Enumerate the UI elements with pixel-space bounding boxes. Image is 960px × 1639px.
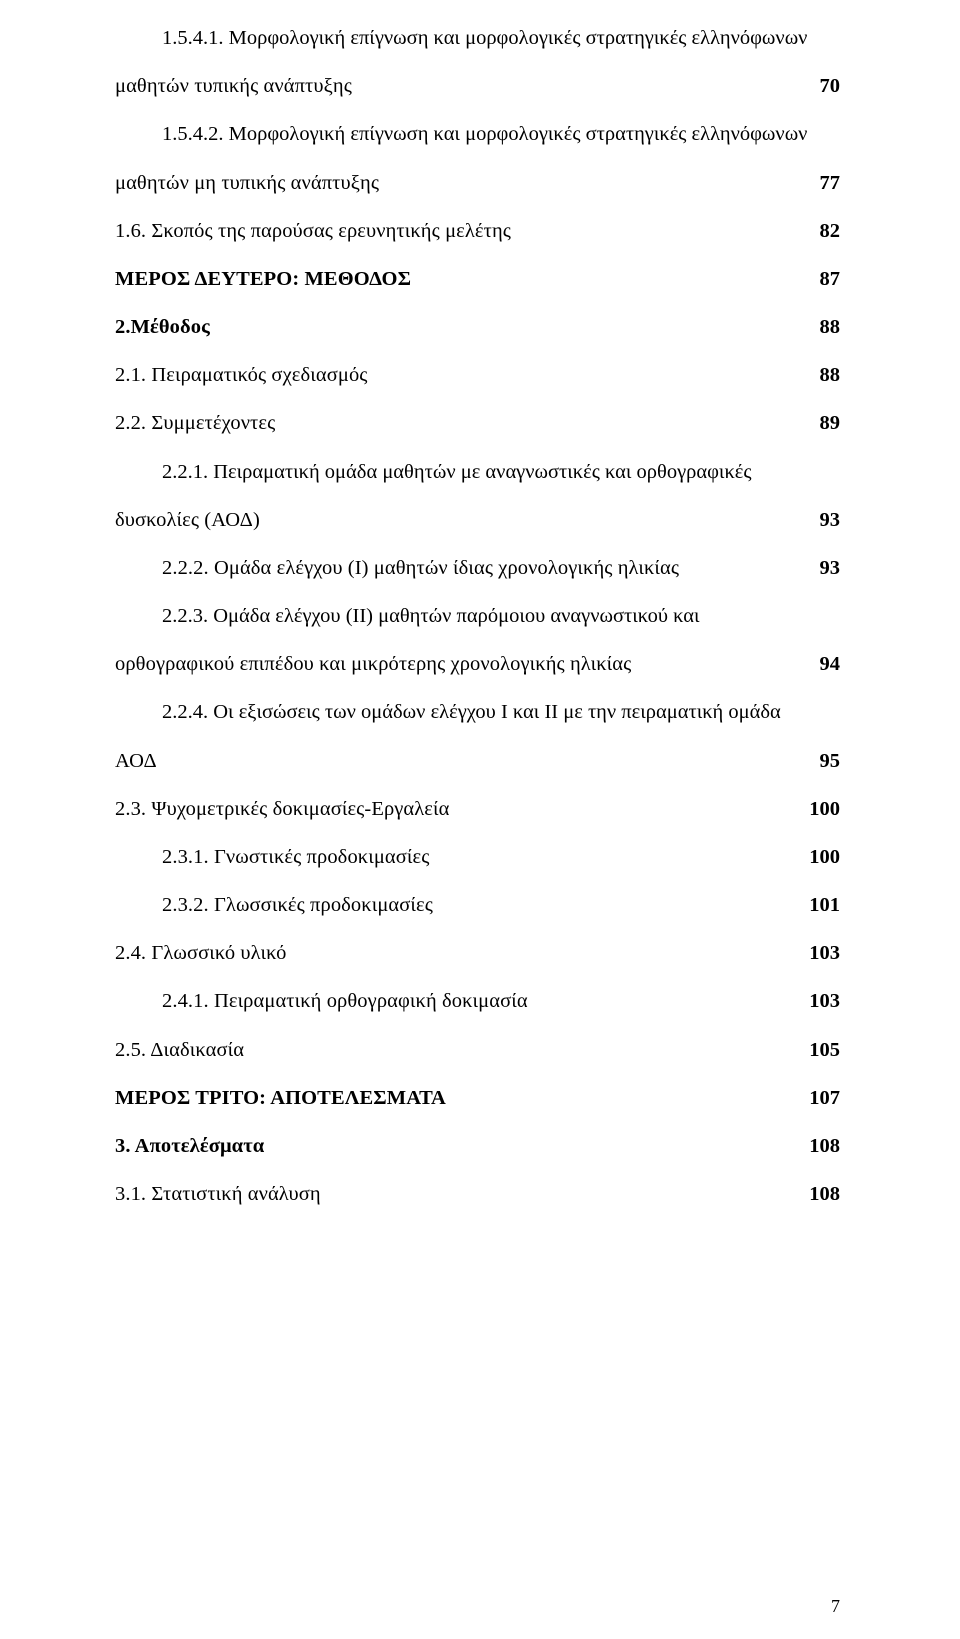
toc-label-line1: 2.2.4. Οι εξισώσεις των ομάδων ελέγχου Ι…: [115, 688, 840, 736]
toc-label: 2.2.2. Ομάδα ελέγχου (Ι) μαθητών ίδιας χ…: [162, 544, 679, 592]
toc-entry: 2.1. Πειραματικός σχεδιασμός 88: [115, 351, 840, 399]
toc-label: 2.3.1. Γνωστικές προδοκιμασίες: [162, 833, 429, 881]
toc-page-number: 88: [800, 303, 840, 351]
toc-section-heading: 2.Μέθοδος: [115, 303, 210, 351]
toc-label: 2.3. Ψυχομετρικές δοκιμασίες-Εργαλεία: [115, 785, 449, 833]
toc-page-number: 105: [800, 1026, 840, 1074]
toc-page-number: 101: [800, 881, 840, 929]
toc-page-number: 70: [800, 62, 840, 110]
toc-label: 2.1. Πειραματικός σχεδιασμός: [115, 351, 368, 399]
toc-label-line1: 2.2.1. Πειραματική ομάδα μαθητών με αναγ…: [115, 448, 840, 496]
toc-page-number: 93: [800, 544, 840, 592]
document-page: 1.5.4.1. Μορφολογική επίγνωση και μορφολ…: [0, 0, 960, 1639]
toc-label-cont: δυσκολίες (ΑΟΔ): [115, 496, 260, 544]
toc-entry: 2.2.4. Οι εξισώσεις των ομάδων ελέγχου Ι…: [115, 688, 840, 784]
toc-label: 2.4.1. Πειραματική ορθογραφική δοκιμασία: [162, 977, 528, 1025]
toc-label: 2.3.2. Γλωσσικές προδοκιμασίες: [162, 881, 433, 929]
toc-section-heading: ΜΕΡΟΣ ΔΕΥΤΕΡΟ: ΜΕΘΟΔΟΣ: [115, 255, 411, 303]
toc-label-line1: 1.5.4.1. Μορφολογική επίγνωση και μορφολ…: [115, 14, 840, 62]
toc-label-cont: ΑΟΔ: [115, 737, 157, 785]
toc-entry: ΜΕΡΟΣ ΔΕΥΤΕΡΟ: ΜΕΘΟΔΟΣ 87: [115, 255, 840, 303]
toc-entry: 2.4.1. Πειραματική ορθογραφική δοκιμασία…: [115, 977, 840, 1025]
toc-entry: 2.3.1. Γνωστικές προδοκιμασίες 100: [115, 833, 840, 881]
toc-page-number: 107: [800, 1074, 840, 1122]
toc-section-heading: ΜΕΡΟΣ ΤΡΙΤΟ: ΑΠΟΤΕΛΕΣΜΑΤΑ: [115, 1074, 446, 1122]
toc-entry: 1.5.4.1. Μορφολογική επίγνωση και μορφολ…: [115, 14, 840, 110]
toc-entry: 1.5.4.2. Μορφολογική επίγνωση και μορφολ…: [115, 110, 840, 206]
toc-label: 2.2. Συμμετέχοντες: [115, 399, 275, 447]
toc-page-number: 108: [800, 1122, 840, 1170]
toc-label: 3.1. Στατιστική ανάλυση: [115, 1170, 321, 1218]
toc-page-number: 100: [800, 833, 840, 881]
toc-entry: 2.2.3. Ομάδα ελέγχου (ΙΙ) μαθητών παρόμο…: [115, 592, 840, 688]
toc-page-number: 89: [800, 399, 840, 447]
toc-page-number: 103: [800, 929, 840, 977]
toc-page-number: 95: [800, 737, 840, 785]
toc-label-line1: 1.5.4.2. Μορφολογική επίγνωση και μορφολ…: [115, 110, 840, 158]
toc-entry: 1.6. Σκοπός της παρούσας ερευνητικής μελ…: [115, 207, 840, 255]
toc-page-number: 82: [800, 207, 840, 255]
toc-section-heading: 3. Αποτελέσματα: [115, 1122, 264, 1170]
toc-label: 1.6. Σκοπός της παρούσας ερευνητικής μελ…: [115, 207, 511, 255]
toc-entry: 2.5. Διαδικασία 105: [115, 1026, 840, 1074]
page-number: 7: [831, 1596, 840, 1617]
toc-page-number: 87: [800, 255, 840, 303]
toc-entry: 2.Μέθοδος 88: [115, 303, 840, 351]
toc-entry: 3. Αποτελέσματα 108: [115, 1122, 840, 1170]
toc-page-number: 77: [800, 159, 840, 207]
toc-label-cont: ορθογραφικού επιπέδου και μικρότερης χρο…: [115, 640, 631, 688]
toc-page-number: 100: [800, 785, 840, 833]
toc-entry: 2.3. Ψυχομετρικές δοκιμασίες-Εργαλεία 10…: [115, 785, 840, 833]
toc-entry: ΜΕΡΟΣ ΤΡΙΤΟ: ΑΠΟΤΕΛΕΣΜΑΤΑ 107: [115, 1074, 840, 1122]
toc-page-number: 94: [800, 640, 840, 688]
toc-page-number: 93: [800, 496, 840, 544]
toc-label-line1: 2.2.3. Ομάδα ελέγχου (ΙΙ) μαθητών παρόμο…: [115, 592, 840, 640]
toc-label-cont: μαθητών μη τυπικής ανάπτυξης: [115, 159, 379, 207]
toc-entry: 2.2.1. Πειραματική ομάδα μαθητών με αναγ…: [115, 448, 840, 544]
toc-page-number: 108: [800, 1170, 840, 1218]
toc-entry: 2.4. Γλωσσικό υλικό 103: [115, 929, 840, 977]
toc-page-number: 88: [800, 351, 840, 399]
toc-entry: 2.3.2. Γλωσσικές προδοκιμασίες 101: [115, 881, 840, 929]
toc-label-cont: μαθητών τυπικής ανάπτυξης: [115, 62, 352, 110]
toc-entry: 3.1. Στατιστική ανάλυση 108: [115, 1170, 840, 1218]
toc-entry: 2.2. Συμμετέχοντες 89: [115, 399, 840, 447]
toc-page-number: 103: [800, 977, 840, 1025]
toc-label: 2.5. Διαδικασία: [115, 1026, 244, 1074]
toc-label: 2.4. Γλωσσικό υλικό: [115, 929, 286, 977]
toc-entry: 2.2.2. Ομάδα ελέγχου (Ι) μαθητών ίδιας χ…: [115, 544, 840, 592]
